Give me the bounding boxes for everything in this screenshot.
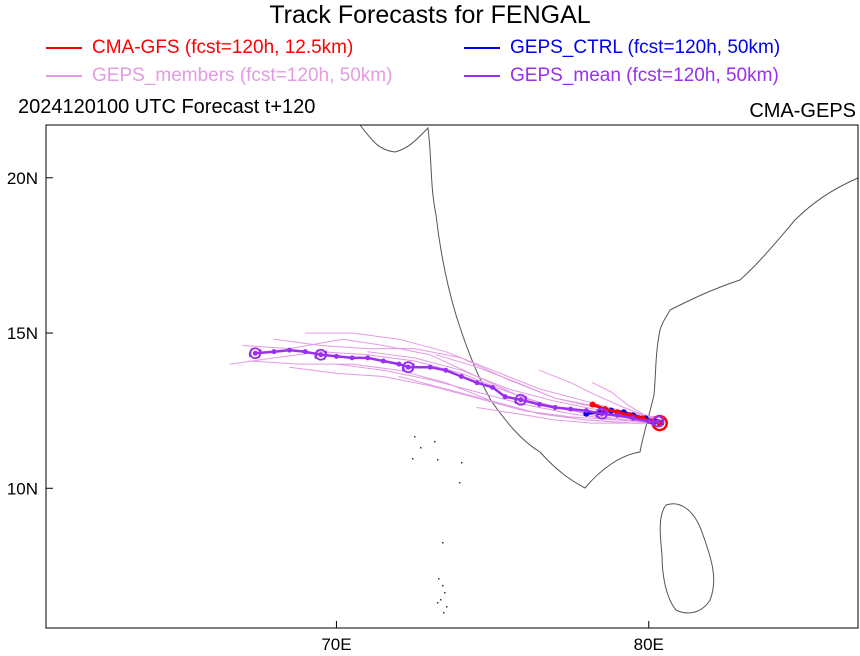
island-dots [412,436,463,614]
sri-lanka-coastline [659,503,715,614]
coastline [359,124,859,614]
legend-swatch-geps-ctrl [464,47,500,49]
mean-cyclone-tail-6 [651,416,665,427]
mean-cyclone-tail-3 [401,361,415,373]
mean-point-22 [583,408,589,414]
model-label: CMA-GEPS [749,100,856,122]
mean-point-26 [646,419,652,425]
mean-point-1 [252,350,258,356]
mean-point-4 [302,349,308,355]
member-tracks [229,332,662,424]
mean-point-19 [536,401,542,407]
mean-point-18 [518,397,524,403]
mean-point-20 [552,405,558,411]
mean-track [248,347,665,428]
gfs-point-1 [589,401,596,408]
mean-cyclone-tail-5 [595,408,609,420]
x-tick-label-1: 70E [321,635,351,654]
forecast-time-label: 2024120100 UTC Forecast t+120 [18,96,316,118]
mean-point-3 [287,347,293,353]
legend-label-geps-ctrl: GEPS_CTRL (fcst=120h, 50km) [510,37,781,58]
mean-point-12 [427,364,433,370]
mean-cyclone-tail-2 [314,349,328,361]
plot-frame [45,124,859,629]
mean-point-14 [458,374,464,379]
member-track-7 [335,363,659,424]
x-tick-label-2: 80E [634,635,664,654]
mean-point-2 [271,349,277,355]
axis-ticks: 70E 80E 10N 15N 20N [7,169,664,654]
mean-point-7 [349,355,355,361]
legend-swatch-geps-members [46,75,82,77]
figure-title: Track Forecasts for FENGAL [269,1,591,29]
y-tick-label-3: 20N [7,169,38,188]
mean-point-17 [502,394,508,400]
mean-point-10 [396,361,402,367]
y-tick-label-1: 10N [7,479,38,498]
y-tick-label-2: 15N [7,324,38,343]
mean-point-24 [615,412,621,418]
legend-label-geps-mean: GEPS_mean (fcst=120h, 50km) [510,65,779,86]
mean-point-6 [333,353,339,359]
legend-swatch-geps-mean [464,75,500,77]
mean-point-16 [490,384,496,390]
legend-swatch-cma-gfs [46,47,82,49]
india-coastline [359,124,859,489]
mean-point-5 [318,352,324,358]
mean-point-9 [380,358,386,364]
mean-cyclone-tail-1 [248,347,262,359]
member-track-13 [592,382,659,421]
mean-point-23 [599,411,605,417]
mean-point-25 [630,415,636,421]
legend-label-cma-gfs: CMA-GFS (fcst=120h, 12.5km) [92,37,354,58]
mean-point-11 [405,364,411,370]
mean-cyclone-tail-4 [514,394,528,406]
mean-point-15 [474,380,480,386]
legend-label-geps-members: GEPS_members (fcst=120h, 50km) [92,65,393,86]
mean-point-13 [443,367,449,373]
mean-point-27 [655,419,661,425]
mean-point-21 [568,406,574,412]
member-track-11 [476,407,659,424]
mean-point-8 [365,355,371,361]
